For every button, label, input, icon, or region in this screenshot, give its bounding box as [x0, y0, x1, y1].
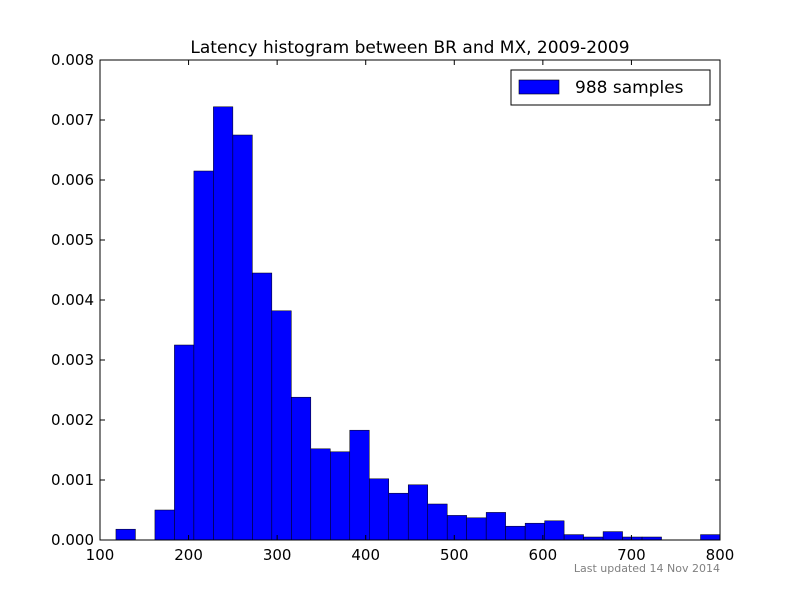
histogram-bar — [349, 429, 370, 541]
histogram-bar — [310, 448, 331, 541]
histogram-bar — [700, 534, 721, 541]
histogram-bar — [193, 170, 214, 541]
chart-title: Latency histogram between BR and MX, 200… — [190, 38, 629, 58]
histogram-bar — [524, 522, 545, 541]
histogram-bar — [388, 492, 409, 541]
histogram-bar — [154, 509, 175, 541]
legend: 988 samples — [510, 69, 711, 106]
x-tick-label: 400 — [351, 546, 380, 564]
histogram-bar — [252, 272, 273, 541]
x-tick-label: 800 — [706, 546, 735, 564]
histogram-bar — [602, 531, 623, 541]
histogram-bar — [505, 525, 526, 541]
histogram-bar — [213, 106, 234, 541]
legend-label: 988 samples — [575, 78, 684, 98]
histogram-bar — [291, 396, 312, 541]
x-tick-label: 200 — [174, 546, 203, 564]
histogram-bar — [174, 344, 195, 541]
histogram-bar — [563, 534, 584, 541]
y-tick-label: 0.007 — [51, 111, 94, 129]
x-tick-label: 300 — [263, 546, 292, 564]
histogram-bar — [115, 528, 136, 541]
histogram-bar — [466, 517, 487, 541]
x-tick-label: 500 — [440, 546, 469, 564]
x-tick-label: 600 — [529, 546, 558, 564]
legend-swatch — [518, 79, 560, 95]
last-updated-note: Last updated 14 Nov 2014 — [573, 562, 720, 575]
histogram-bar — [369, 478, 389, 541]
x-tick-label: 100 — [86, 546, 115, 564]
y-tick-label: 0.006 — [51, 171, 94, 189]
histogram-bar — [271, 310, 292, 541]
y-tick-label: 0.005 — [51, 231, 94, 249]
axis-ticks: 100 200 300 400 500 600 700 800 0.000 0.001 0.002 0… — [51, 51, 734, 564]
histogram-bar — [407, 484, 428, 541]
histogram-bar — [427, 503, 448, 541]
histogram-bar — [330, 451, 351, 541]
histogram-bar — [485, 512, 506, 541]
histogram-bar — [232, 134, 253, 541]
y-tick-label: 0.004 — [51, 291, 94, 309]
y-tick-label: 0.003 — [51, 351, 94, 369]
histogram-bar — [446, 515, 467, 541]
bars-group — [115, 106, 721, 541]
histogram-bar — [544, 520, 565, 541]
y-tick-label: 0.000 — [51, 531, 94, 549]
x-tick-label: 700 — [617, 546, 646, 564]
y-tick-label: 0.001 — [51, 471, 94, 489]
y-tick-label: 0.002 — [51, 411, 94, 429]
y-tick-label: 0.008 — [51, 51, 94, 69]
